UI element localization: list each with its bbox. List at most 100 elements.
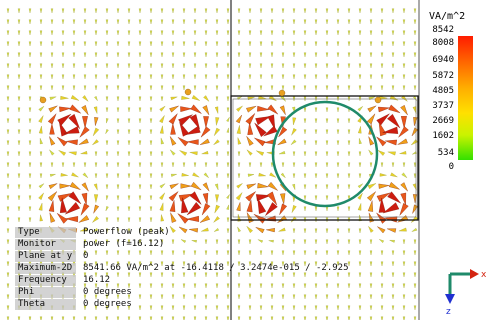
field-arrow-icon	[358, 19, 362, 25]
field-arrow-icon	[270, 19, 274, 25]
field-arrow-icon	[314, 283, 318, 289]
field-arrow-icon	[83, 85, 87, 91]
field-arrow-icon	[105, 41, 109, 47]
field-arrow-icon	[94, 63, 98, 69]
field-arrow-icon	[347, 283, 351, 289]
field-arrow-icon	[116, 250, 120, 256]
field-arrow-icon	[325, 316, 329, 320]
field-arrow-icon	[160, 63, 164, 69]
field-arrow-icon	[336, 228, 340, 234]
field-arrow-icon	[193, 63, 197, 69]
field-arrow-icon	[138, 283, 142, 289]
field-arrow-icon	[28, 184, 32, 190]
field-arrow-icon	[236, 105, 243, 112]
field-arrow-icon	[369, 250, 373, 256]
field-arrow-icon	[254, 137, 266, 147]
field-arrow-icon	[270, 305, 274, 311]
field-arrow-icon	[138, 96, 142, 102]
probe-sphere-icon	[374, 96, 382, 104]
field-arrow-icon	[336, 283, 340, 289]
field-arrow-icon	[59, 106, 71, 113]
field-arrow-icon	[127, 206, 131, 212]
field-arrow-icon	[290, 139, 297, 145]
field-arrow-icon	[215, 283, 219, 289]
field-arrow-icon	[105, 239, 109, 245]
field-arrow-icon	[292, 30, 296, 36]
field-arrow-icon	[413, 283, 417, 289]
field-arrow-icon	[171, 294, 175, 300]
field-arrow-icon	[387, 151, 396, 156]
field-arrow-icon	[28, 195, 32, 201]
field-arrow-icon	[325, 305, 329, 311]
field-arrow-icon	[391, 8, 395, 14]
field-arrow-icon	[376, 192, 391, 202]
field-arrow-icon	[270, 316, 274, 320]
field-arrow-icon	[280, 193, 286, 205]
field-arrow-icon	[191, 240, 197, 243]
z-axis-label: z	[446, 307, 451, 316]
field-arrow-icon	[247, 96, 255, 101]
field-arrow-icon	[292, 239, 296, 245]
field-arrow-icon	[17, 8, 21, 14]
field-arrow-icon	[6, 129, 10, 135]
field-arrow-icon	[378, 121, 387, 137]
field-arrow-icon	[61, 85, 65, 91]
field-arrow-icon	[413, 294, 417, 300]
field-arrow-icon	[402, 85, 406, 91]
field-arrow-icon	[380, 74, 384, 80]
field-arrow-icon	[347, 129, 351, 135]
field-arrow-icon	[376, 113, 390, 126]
field-arrow-icon	[61, 316, 65, 320]
field-arrow-icon	[193, 52, 197, 58]
field-arrow-icon	[303, 19, 307, 25]
field-arrow-icon	[159, 183, 166, 189]
field-arrow-icon	[367, 200, 374, 212]
field-arrow-icon	[105, 173, 109, 179]
field-arrow-icon	[28, 162, 32, 168]
field-arrow-icon	[105, 30, 109, 36]
field-arrow-icon	[127, 294, 131, 300]
field-arrow-icon	[72, 74, 76, 80]
field-arrow-icon	[400, 192, 407, 206]
field-arrow-icon	[116, 217, 120, 223]
field-arrow-icon	[170, 96, 178, 101]
field-arrow-icon	[49, 149, 55, 156]
info-label: Frequency	[15, 275, 76, 286]
info-label: Monitor	[15, 239, 76, 250]
field-arrow-icon	[226, 272, 230, 278]
field-arrow-icon	[17, 96, 21, 102]
field-arrow-icon	[204, 63, 208, 69]
field-arrow-icon	[138, 261, 142, 267]
field-arrow-icon	[127, 19, 131, 25]
field-arrow-icon	[94, 41, 98, 47]
field-arrow-icon	[170, 123, 176, 135]
field-arrow-icon	[314, 140, 318, 146]
field-arrow-icon	[138, 118, 142, 124]
field-arrow-icon	[39, 19, 43, 25]
field-arrow-icon	[292, 74, 296, 80]
field-arrow-icon	[336, 261, 340, 267]
field-arrow-icon	[138, 173, 142, 179]
field-arrow-icon	[160, 151, 164, 157]
field-arrow-icon	[127, 85, 131, 91]
field-arrow-icon	[105, 162, 109, 168]
field-arrow-icon	[94, 239, 98, 245]
field-arrow-icon	[259, 162, 263, 168]
field-arrow-icon	[270, 283, 274, 289]
field-arrow-icon	[116, 96, 120, 102]
field-arrow-icon	[391, 52, 395, 58]
field-arrow-icon	[116, 140, 120, 146]
field-arrow-icon	[149, 283, 153, 289]
field-arrow-icon	[391, 316, 395, 320]
field-arrow-icon	[358, 305, 362, 311]
field-arrow-icon	[200, 138, 210, 145]
field-arrow-icon	[366, 191, 376, 202]
field-arrow-icon	[72, 63, 76, 69]
field-arrow-icon	[6, 283, 10, 289]
field-arrow-icon	[369, 239, 373, 245]
field-arrow-icon	[204, 8, 208, 14]
field-arrow-icon	[170, 212, 177, 223]
field-arrow-icon	[387, 228, 397, 233]
field-arrow-icon	[116, 151, 120, 157]
